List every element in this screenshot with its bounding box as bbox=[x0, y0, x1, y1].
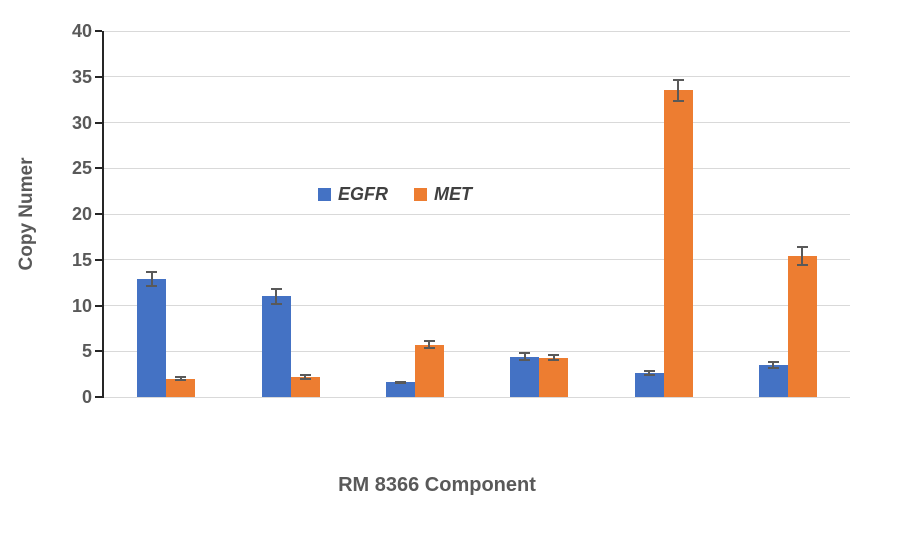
y-tick-label-40: 40 bbox=[71, 21, 92, 41]
gridline-y-30 bbox=[104, 122, 850, 123]
error-bar-cap-bottom-met-group1 bbox=[175, 379, 187, 382]
error-bar-met-group6 bbox=[801, 246, 804, 267]
error-bar-egfr-group6 bbox=[772, 361, 775, 369]
error-bar-cap-bottom-met-group4 bbox=[548, 359, 560, 362]
error-bar-cap-top-met-group1 bbox=[175, 375, 187, 378]
y-tick-label-15: 15 bbox=[71, 249, 92, 270]
y-tick-label-10: 10 bbox=[71, 295, 92, 316]
error-bar-cap-bottom-egfr-group3 bbox=[394, 382, 406, 385]
y-tick-5 bbox=[95, 350, 102, 353]
legend: EGFR MET bbox=[318, 184, 472, 205]
y-axis-ticks bbox=[95, 30, 104, 398]
error-bar-cap-top-egfr-group1 bbox=[146, 270, 158, 273]
error-bar-cap-top-met-group3 bbox=[423, 340, 435, 343]
legend-swatch-egfr-icon bbox=[318, 188, 331, 201]
error-bar-egfr-group5 bbox=[648, 370, 650, 376]
error-bar-cap-top-met-group5 bbox=[672, 78, 684, 81]
y-axis-line bbox=[102, 31, 104, 398]
bar-egfr-group5 bbox=[634, 373, 664, 397]
error-bar-cap-bottom-egfr-group2 bbox=[270, 302, 282, 305]
gridline-y-10 bbox=[104, 305, 850, 306]
legend-item-met: MET bbox=[414, 184, 472, 205]
gridline-y-5 bbox=[104, 350, 850, 352]
gridline-y-25 bbox=[104, 167, 850, 169]
error-bar-cap-bottom-met-group2 bbox=[299, 377, 311, 380]
error-bar-cap-bottom-egfr-group5 bbox=[643, 373, 655, 376]
y-tick-40 bbox=[95, 30, 102, 32]
y-tick-0 bbox=[95, 396, 102, 398]
y-tick-15 bbox=[95, 258, 102, 261]
y-tick-label-30: 30 bbox=[71, 112, 92, 133]
error-bar-cap-top-met-group2 bbox=[299, 374, 311, 377]
bar-egfr-group3 bbox=[385, 382, 415, 397]
bar-met-group2 bbox=[290, 376, 320, 397]
error-bar-cap-bottom-met-group6 bbox=[796, 264, 808, 267]
y-tick-10 bbox=[95, 304, 102, 307]
error-bar-met-group1 bbox=[179, 375, 182, 382]
gridline-y-20 bbox=[104, 213, 850, 215]
error-bar-cap-bottom-met-group5 bbox=[672, 100, 684, 103]
y-tick-30 bbox=[95, 121, 102, 124]
bar-met-group6 bbox=[787, 256, 817, 397]
error-bar-cap-top-egfr-group4 bbox=[519, 352, 531, 355]
y-tick-label-25: 25 bbox=[71, 158, 92, 179]
y-tick-20 bbox=[95, 213, 102, 215]
bar-met-group1 bbox=[166, 378, 196, 397]
gridline-y-15 bbox=[104, 259, 850, 261]
bar-met-group4 bbox=[539, 357, 569, 397]
error-bar-met-group4 bbox=[552, 353, 555, 362]
gridline-y-35 bbox=[104, 76, 850, 78]
bar-egfr-group4 bbox=[510, 356, 540, 397]
error-bar-cap-top-egfr-group3 bbox=[394, 380, 406, 383]
legend-swatch-met-icon bbox=[414, 188, 428, 201]
y-axis-title: Copy Numer bbox=[16, 157, 37, 271]
error-bar-cap-bottom-egfr-group6 bbox=[767, 366, 779, 369]
error-bar-cap-top-egfr-group2 bbox=[270, 288, 282, 291]
error-bar-met-group5 bbox=[677, 78, 679, 103]
error-bar-cap-top-met-group4 bbox=[548, 353, 560, 356]
error-bar-egfr-group4 bbox=[523, 352, 526, 362]
error-bar-met-group2 bbox=[304, 374, 306, 380]
error-bar-cap-bottom-egfr-group1 bbox=[146, 285, 158, 288]
error-bar-egfr-group2 bbox=[275, 288, 277, 305]
error-bar-cap-top-met-group6 bbox=[796, 246, 808, 249]
gridline-y-0 bbox=[104, 396, 850, 398]
error-bar-egfr-group1 bbox=[150, 270, 153, 288]
plot-area: EGFR MET bbox=[104, 30, 850, 398]
gridline-y-40 bbox=[104, 30, 850, 32]
error-bar-met-group3 bbox=[428, 340, 431, 350]
y-tick-label-5: 5 bbox=[81, 341, 92, 362]
error-bar-cap-bottom-egfr-group4 bbox=[519, 359, 531, 362]
y-tick-label-20: 20 bbox=[71, 204, 92, 224]
error-bar-cap-top-egfr-group5 bbox=[643, 370, 655, 373]
x-axis-title: RM 8366 Component bbox=[338, 474, 536, 496]
y-tick-35 bbox=[95, 75, 102, 78]
y-tick-label-35: 35 bbox=[71, 66, 92, 87]
error-bar-cap-bottom-met-group3 bbox=[423, 347, 435, 350]
bar-egfr-group2 bbox=[261, 296, 291, 397]
bar-egfr-group1 bbox=[137, 278, 167, 397]
error-bar-cap-top-egfr-group6 bbox=[767, 361, 779, 364]
y-tick-label-0: 0 bbox=[81, 387, 92, 407]
legend-item-egfr: EGFR bbox=[318, 184, 388, 205]
legend-label-met: MET bbox=[434, 184, 473, 204]
bar-met-group5 bbox=[663, 90, 693, 397]
bar-met-group3 bbox=[414, 344, 444, 397]
y-axis-tick-labels: 0 5 10 15 20 25 30 35 40 bbox=[40, 21, 92, 407]
legend-label-egfr: EGFR bbox=[338, 184, 389, 204]
bar-egfr-group6 bbox=[758, 364, 788, 397]
y-tick-25 bbox=[95, 167, 102, 170]
